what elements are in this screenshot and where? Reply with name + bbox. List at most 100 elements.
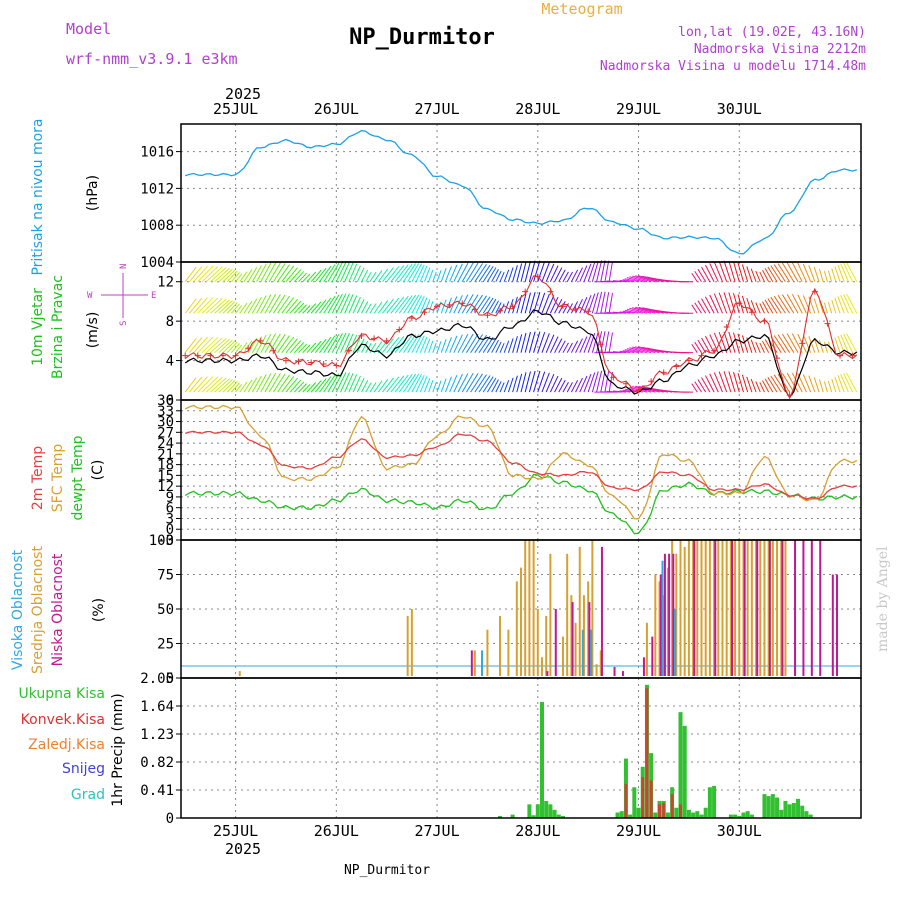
wind-arrow xyxy=(466,333,479,353)
y-tick-label: 4 xyxy=(166,354,174,370)
wind-arrow xyxy=(583,263,592,282)
wind-arrow xyxy=(777,294,791,314)
wind-arrow xyxy=(818,379,824,393)
wind-arrow xyxy=(398,295,413,314)
cloud-bar xyxy=(687,540,690,676)
wind-arrow xyxy=(327,294,340,314)
wind-arrow xyxy=(432,271,437,282)
wind-arrow xyxy=(419,376,428,393)
wind-arrow xyxy=(423,378,431,393)
wind-arrow xyxy=(415,296,425,314)
wind-arrow xyxy=(827,380,833,393)
gust-marker xyxy=(648,378,655,385)
cloud-bar xyxy=(507,629,510,676)
wind-arrow xyxy=(377,300,389,314)
wind-arrow xyxy=(256,295,267,314)
gust-marker xyxy=(459,300,466,307)
wind-arrow xyxy=(444,376,452,393)
gust-marker xyxy=(497,307,504,314)
wind-arrow xyxy=(323,374,336,393)
wind-arrow xyxy=(813,337,820,353)
panel-frame xyxy=(180,677,862,819)
wind-arrow xyxy=(432,382,437,393)
wind-arrow xyxy=(386,376,400,393)
legend-snow: Snijeg xyxy=(62,761,105,777)
wind-title-line1: 10m Vjetar xyxy=(30,288,46,366)
gust-marker xyxy=(635,387,642,394)
wind-arrow xyxy=(575,338,583,353)
wind-arrow xyxy=(624,278,639,283)
precip-total-bar xyxy=(682,725,687,818)
cloud-bar xyxy=(781,540,784,676)
wind-arrow xyxy=(723,331,732,353)
wind-arrow xyxy=(361,380,369,393)
cloud-bar xyxy=(613,666,616,676)
wind-arrow xyxy=(507,377,514,393)
wind-arrow xyxy=(629,276,648,283)
cloud-bar xyxy=(679,540,682,676)
wind-arrow xyxy=(277,264,290,283)
wind-arrow xyxy=(697,379,707,393)
precip-total-bar xyxy=(560,815,565,818)
cloud-bar xyxy=(574,622,577,676)
wind-arrow xyxy=(528,292,536,314)
wind-arrow xyxy=(755,302,761,314)
wind-arrow xyxy=(285,377,298,393)
precip-total-bar xyxy=(808,814,813,818)
wind-arrow xyxy=(520,293,527,314)
wind-arrow xyxy=(786,372,799,393)
wind-arrow xyxy=(457,333,469,353)
compass-south: S xyxy=(119,321,129,326)
wind-arrow xyxy=(691,304,698,314)
precip-total-bar xyxy=(539,701,544,818)
y-tick-label: 0 xyxy=(166,522,174,538)
wind-arrow xyxy=(184,337,197,353)
precip-total-bar xyxy=(556,814,561,818)
wind-arrow xyxy=(377,268,389,283)
wind-arrow xyxy=(516,263,523,282)
y-tick-label: 3 xyxy=(166,511,174,527)
wind-arrow xyxy=(491,300,499,314)
wind-arrow xyxy=(314,299,327,314)
wind-arrow xyxy=(622,279,635,283)
precip-total-bar xyxy=(791,802,796,818)
wind-arrow xyxy=(570,269,579,282)
wind-arrow xyxy=(802,263,812,282)
wind-arrow xyxy=(382,298,394,314)
wind-arrow xyxy=(808,265,816,282)
wind-arrow xyxy=(361,269,369,282)
wind-arrow xyxy=(642,346,664,354)
gust-marker xyxy=(270,347,277,354)
wind-arrow xyxy=(386,337,400,353)
wind-arrow xyxy=(344,294,354,314)
gust-marker xyxy=(824,320,831,327)
wind-arrow xyxy=(466,294,479,314)
wind-arrow xyxy=(626,277,643,283)
precip-convective-bar xyxy=(641,777,645,818)
wind-arrow xyxy=(818,300,824,314)
wind-arrow xyxy=(293,342,305,354)
cloud-bar xyxy=(470,650,473,676)
wind-arrow xyxy=(331,262,343,282)
wind-arrow xyxy=(524,260,531,282)
wind-arrow xyxy=(755,270,761,282)
wind-arrow xyxy=(495,381,502,393)
footer-station-name: NP_Durmitor xyxy=(344,863,430,878)
gust-marker xyxy=(245,345,252,352)
precip-total-bar xyxy=(762,794,767,818)
wind-arrow xyxy=(251,336,262,353)
precip-total-bar xyxy=(766,796,771,818)
wind-arrow xyxy=(713,372,723,393)
wind-arrow xyxy=(461,333,474,353)
cloud-bar xyxy=(486,629,489,676)
wind-arrow xyxy=(260,262,272,282)
wind-arrow xyxy=(226,381,238,393)
gust-marker xyxy=(257,337,264,344)
wind-arrow xyxy=(697,339,707,353)
wind-arrow xyxy=(214,267,230,283)
gust-marker xyxy=(547,288,554,295)
wind-arrow xyxy=(243,269,253,282)
y-tick-label: 9 xyxy=(166,490,174,506)
wind-arrow xyxy=(251,265,262,282)
wind-arrow xyxy=(344,373,354,393)
